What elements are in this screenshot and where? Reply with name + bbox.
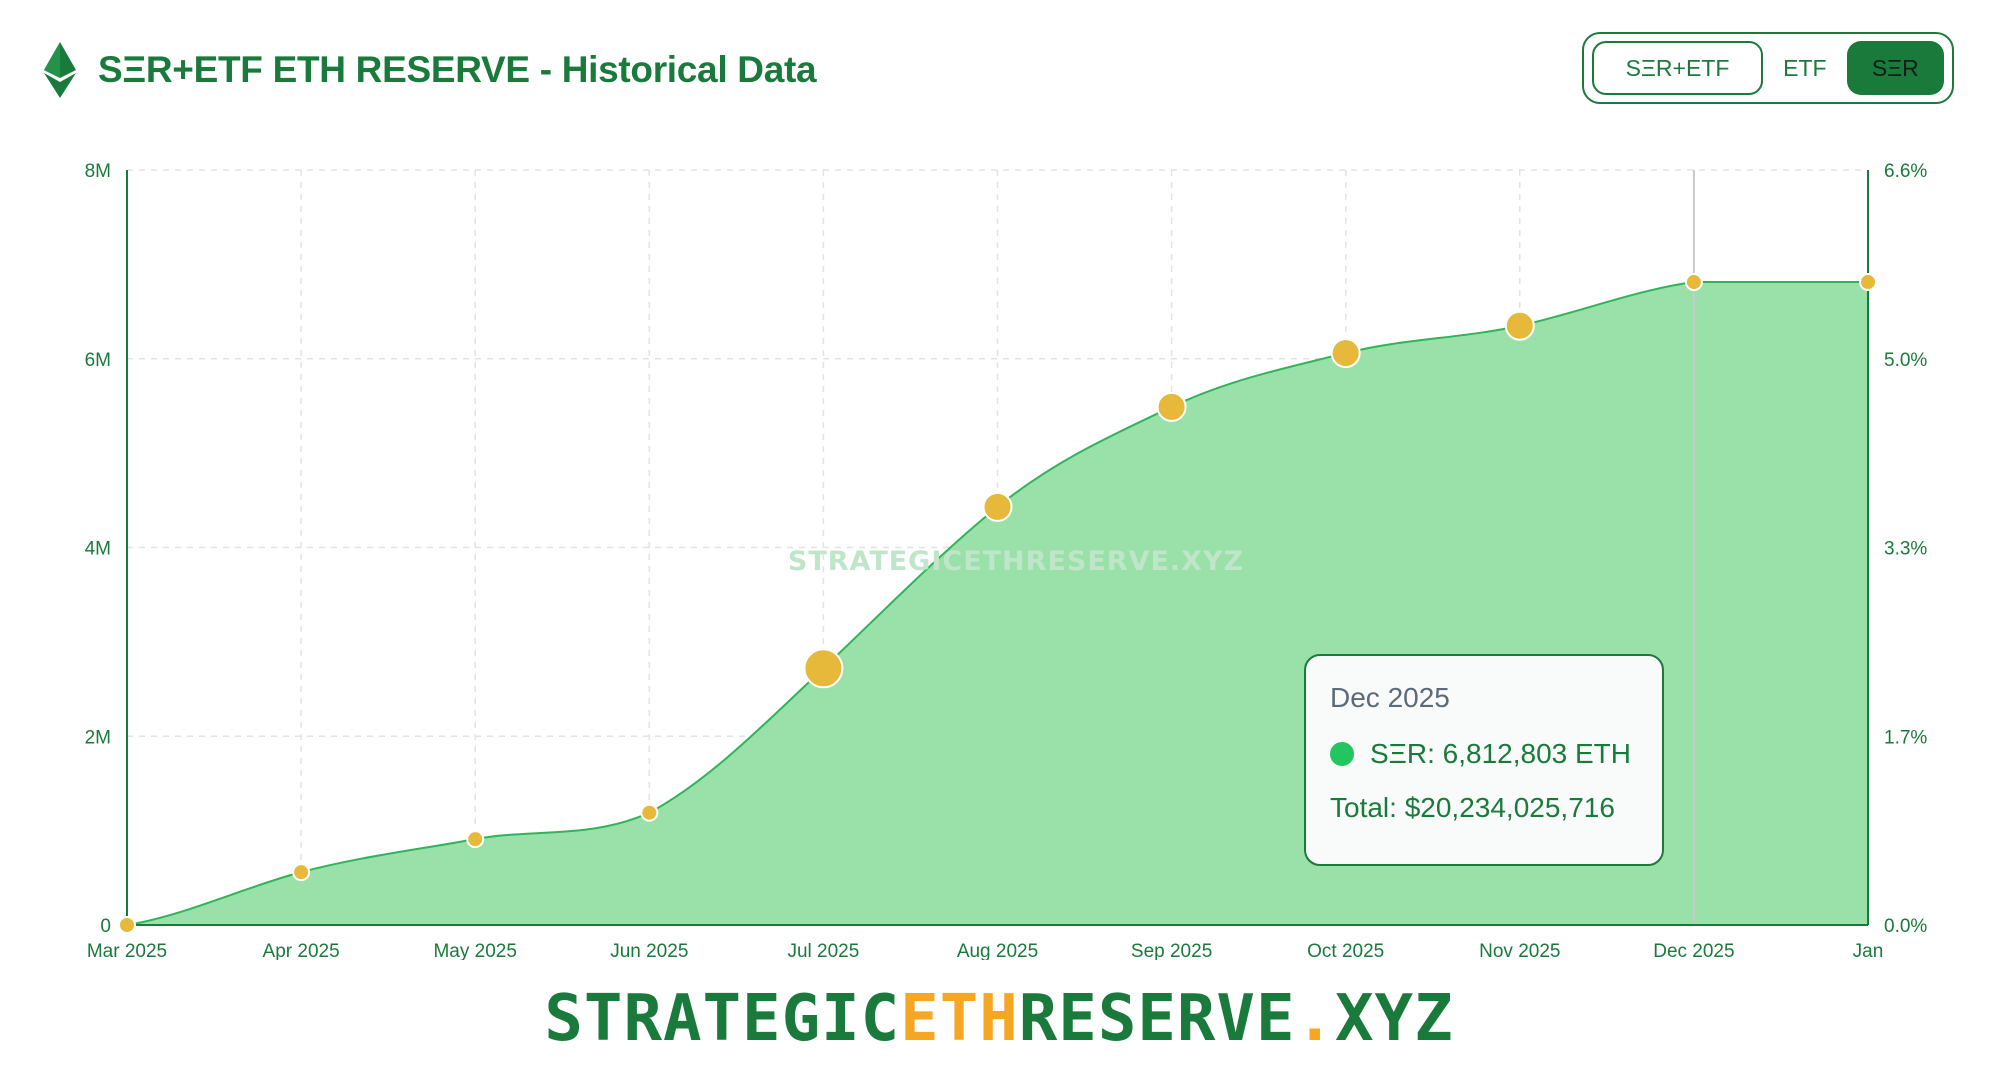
y-tick-label-right: 0.0%	[1884, 916, 1927, 937]
tooltip-series-value: SΞR: 6,812,803 ETH	[1370, 738, 1631, 769]
brand-part-strategic: STRATEGIC	[544, 982, 901, 1056]
header: SΞR+ETF ETH RESERVE - Historical Data	[40, 40, 817, 100]
y-tick-label-left: 8M	[85, 161, 111, 182]
series-dot-icon	[1330, 742, 1354, 766]
y-tick-label-right: 1.7%	[1884, 727, 1927, 748]
y-axis-right-labels: 0.0% 1.7% 3.3% 5.0% 6.6%	[1884, 161, 1927, 937]
brand-part-reserve: RESERVE	[1018, 982, 1296, 1056]
y-axis-left-labels: 0 2M 4M 6M 8M	[85, 161, 111, 937]
data-point[interactable]	[118, 916, 136, 934]
chart-watermark: STRATEGICETHRESERVE.XYZ	[788, 546, 1244, 577]
y-tick-label-right: 6.6%	[1884, 161, 1927, 182]
x-tick-label: Apr 2025	[263, 941, 340, 960]
brand-wordmark: STRATEGICETHRESERVE.XYZ	[0, 982, 1998, 1056]
data-point[interactable]	[1504, 310, 1535, 341]
data-point[interactable]	[466, 830, 485, 849]
toggle-ser-button[interactable]: SΞR	[1846, 41, 1944, 95]
tooltip-total: Total: $20,234,025,716	[1330, 792, 1615, 823]
tooltip-title: Dec 2025	[1330, 682, 1450, 713]
x-tick-label: Aug 2025	[957, 941, 1038, 960]
y-tick-label-right: 5.0%	[1884, 350, 1927, 371]
data-point[interactable]	[292, 863, 311, 882]
x-tick-label: Nov 2025	[1479, 941, 1560, 960]
chart-tooltip: Dec 2025 SΞR: 6,812,803 ETH Total: $20,2…	[1304, 654, 1664, 866]
data-point[interactable]	[1330, 338, 1361, 369]
x-tick-label: Jul 2025	[787, 941, 859, 960]
toggle-etf-button[interactable]: ETF	[1783, 54, 1827, 81]
brand-part-dot: .	[1295, 982, 1336, 1056]
x-tick-label: Mar 2025	[87, 941, 167, 960]
data-point[interactable]	[1684, 273, 1703, 292]
x-tick-label: Sep 2025	[1131, 941, 1212, 960]
view-toggle-group: SΞR+ETF ETF SΞR	[1582, 32, 1954, 104]
y-tick-label-left: 6M	[85, 350, 111, 371]
data-point[interactable]	[1859, 273, 1877, 292]
y-tick-label-left: 4M	[85, 539, 111, 560]
y-tick-label-right: 3.3%	[1884, 539, 1927, 560]
tooltip-series-row: SΞR: 6,812,803 ETH	[1330, 738, 1638, 770]
brand-part-eth: ETH	[900, 982, 1019, 1056]
data-point[interactable]	[803, 648, 844, 689]
ethereum-logo-icon	[44, 42, 76, 98]
reserve-area-chart[interactable]: STRATEGICETHRESERVE.XYZ 0 2M 4M 6M 8M 0.0% 1.…	[0, 0, 1998, 960]
x-tick-label: Dec 2025	[1653, 941, 1734, 960]
toggle-ser-etf-button[interactable]: SΞR+ETF	[1592, 41, 1764, 95]
chart-axes	[126, 170, 1869, 926]
brand-part-xyz: XYZ	[1335, 982, 1454, 1056]
x-tick-label: Jun 2025	[610, 941, 688, 960]
page-title: SΞR+ETF ETH RESERVE - Historical Data	[98, 49, 817, 90]
data-point[interactable]	[982, 491, 1013, 522]
data-point[interactable]	[1156, 391, 1187, 422]
data-points	[118, 273, 1877, 934]
x-tick-label: Jan	[1853, 941, 1884, 960]
data-point[interactable]	[640, 803, 659, 822]
x-tick-label: May 2025	[433, 941, 516, 960]
x-axis-labels: Mar 2025 Apr 2025 May 2025 Jun 2025 Jul 2025…	[87, 941, 1883, 960]
y-tick-label-left: 0	[100, 916, 111, 937]
x-tick-label: Oct 2025	[1307, 941, 1384, 960]
y-tick-label-left: 2M	[85, 727, 111, 748]
